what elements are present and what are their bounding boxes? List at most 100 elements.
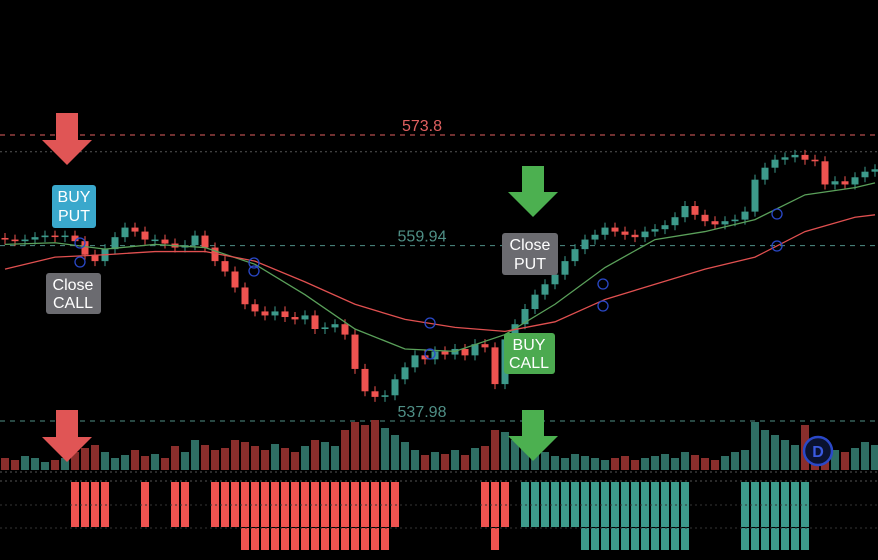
volume-bar [101,452,109,470]
candle [271,311,279,316]
candle [11,239,19,242]
volume-bar [391,435,399,470]
candle [281,311,289,318]
signal-cell [741,528,749,550]
candle [511,324,519,340]
signal-cell [291,528,299,550]
candle [111,237,119,250]
annotation-text: CALL [53,295,93,312]
candle [601,227,609,235]
ma-line [4,214,876,333]
signal-cell [281,528,289,550]
volume-bar [531,450,539,470]
signal-cell [681,528,689,550]
candle [821,161,829,185]
volume-bar [481,446,489,470]
volume-bar [1,458,9,470]
volume-bar [861,442,869,470]
signal-cell [261,528,269,550]
volume-bar [761,430,769,470]
candle [441,351,449,355]
volume-bar [711,460,719,470]
volume-bar [691,455,699,470]
candle [201,235,209,248]
signal-cell [641,528,649,550]
volume-bar [311,440,319,470]
volume-bar [661,454,669,470]
volume-bar [431,452,439,470]
candle [641,231,649,238]
volume-bar [31,458,39,470]
volume-bar [361,425,369,470]
volume-bar [171,446,179,470]
candle [561,261,569,275]
candle [461,348,469,356]
signal-cell [251,528,259,550]
candle [861,171,869,178]
logo: D [802,435,834,467]
signal-cell [801,528,809,550]
volume-bar [791,445,799,470]
candle [231,271,239,288]
volume-bar [631,460,639,470]
ma-line [4,182,876,353]
volume-bar [841,452,849,470]
candle [731,219,739,222]
signal-cell [631,528,639,550]
price-level-label: 559.94 [398,229,447,246]
volume-bar [201,445,209,470]
volume-bar [381,428,389,470]
volume-bar [151,454,159,470]
price-level-label: 573.8 [402,118,442,135]
candle [51,235,59,238]
candle [21,239,29,242]
volume-bar [211,450,219,470]
signal-cell [371,528,379,550]
volume-bar [541,452,549,470]
signal-cell [751,528,759,550]
annotation-text: PUT [58,208,90,225]
candle [541,284,549,295]
candle [771,159,779,168]
volume-bar [621,456,629,470]
candle [781,157,789,160]
volume-bar [491,430,499,470]
volume-bar [121,455,129,470]
volume-bar [251,446,259,470]
candle [321,327,329,330]
signal-cell [331,528,339,550]
volume-bar [61,458,69,470]
candle [1,237,9,240]
volume-bar [441,454,449,470]
annotation-text: Close [53,277,94,294]
candle [551,274,559,285]
down-arrow [508,410,558,461]
volume-bar [461,455,469,470]
volume-bar [641,458,649,470]
volume-bar [191,440,199,470]
signal-cell [581,528,589,550]
signal-cell [271,528,279,550]
candle [751,179,759,212]
signal-cell [321,528,329,550]
volume-bar [331,446,339,470]
candle [401,367,409,380]
candle [221,261,229,272]
volume-bar [731,452,739,470]
volume-bar [71,452,79,470]
candle [241,287,249,305]
candle [421,355,429,360]
candle [611,227,619,232]
signal-cell [621,528,629,550]
signal-cell [301,528,309,550]
volume-bar [501,432,509,470]
volume-bar [591,458,599,470]
volume-bar [281,448,289,470]
volume-bar [291,452,299,470]
annotation: Close PUT [502,233,558,275]
candle [41,235,49,238]
candle [591,234,599,240]
candle [711,221,719,225]
volume-bar [421,455,429,470]
